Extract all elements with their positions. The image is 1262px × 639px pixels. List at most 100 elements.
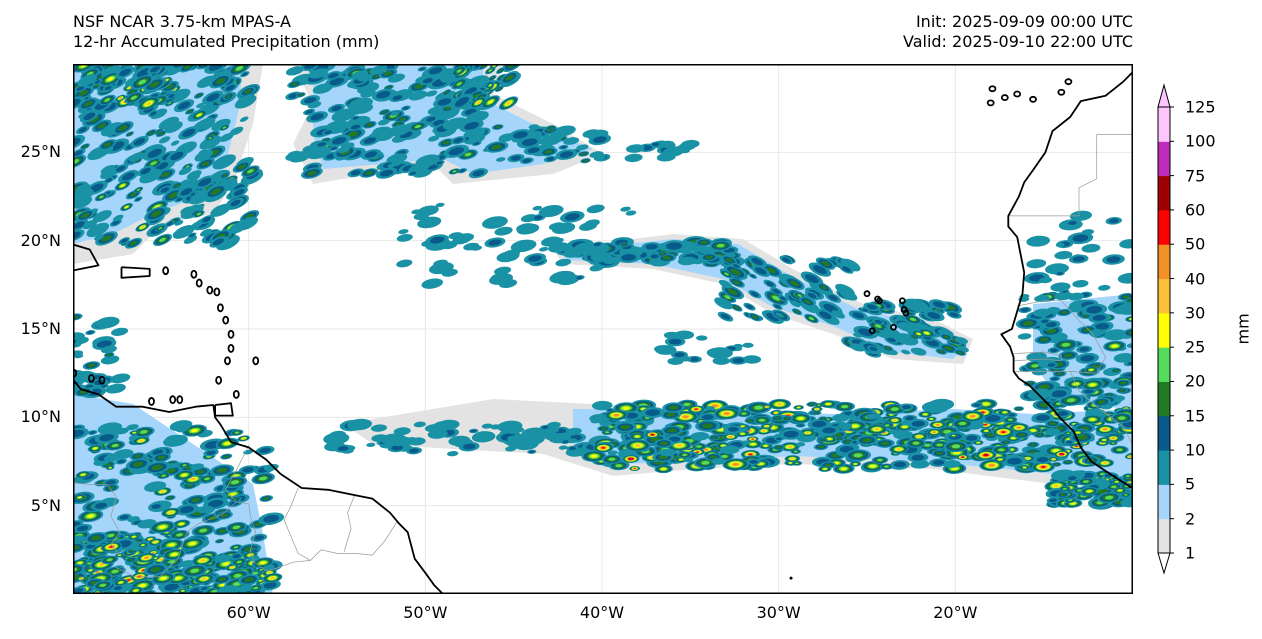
colorbar-segment-1-2 xyxy=(1158,518,1170,554)
island-coast xyxy=(195,278,203,288)
island-coast xyxy=(216,303,224,313)
island-coast xyxy=(148,397,155,406)
colorbar-tick-label: 2 xyxy=(1185,509,1196,529)
colorbar-tick-label: 20 xyxy=(1185,371,1206,391)
island-coast xyxy=(252,356,260,366)
init-time: Init: 2025-09-09 00:00 UTC xyxy=(915,12,1133,31)
lon-tick-label: 30°W xyxy=(756,603,801,622)
border-venezuela-colombia xyxy=(73,482,121,556)
colorbar-tick-label: 50 xyxy=(1185,234,1206,254)
precipitation-map xyxy=(73,64,1133,594)
map-panel xyxy=(73,64,1133,594)
colorbar-segment-100-125 xyxy=(1158,107,1170,142)
canary-islands-coast xyxy=(1000,94,1009,101)
cape-verde-coast xyxy=(890,323,897,331)
island-coast xyxy=(176,395,184,405)
canary-islands-coast xyxy=(1029,95,1037,103)
border-venezuela-brazil xyxy=(116,501,237,577)
colorbar-segment-15-20 xyxy=(1158,381,1170,417)
colorbar-segment-30-40 xyxy=(1158,278,1170,314)
cape-verde-coast xyxy=(898,297,906,305)
colorbar-tick-label: 40 xyxy=(1185,269,1206,289)
lon-tick-label: 50°W xyxy=(403,603,448,622)
colorbar-segment-50-60 xyxy=(1158,209,1170,245)
field-title: 12-hr Accumulated Precipitation (mm) xyxy=(73,32,380,51)
country-borders xyxy=(73,134,1133,577)
colorbar-segment-60-75 xyxy=(1158,175,1170,211)
island-coast xyxy=(227,329,235,339)
lat-tick-label: 10°N xyxy=(20,407,61,427)
coast-puerto-rico xyxy=(120,266,151,279)
island-coast xyxy=(88,374,95,383)
border-guinea xyxy=(1069,371,1133,444)
island-coast xyxy=(222,315,230,325)
cape-verde-coast xyxy=(902,309,910,317)
island-coast xyxy=(206,285,214,295)
canary-islands-coast xyxy=(1057,88,1066,96)
lon-tick-label: 60°W xyxy=(226,603,271,622)
border-senegal xyxy=(1013,300,1106,374)
coast-south-america xyxy=(73,378,444,594)
coast-hispaniola xyxy=(73,243,100,272)
canary-islands-coast xyxy=(1013,90,1022,98)
colorbar-tick-label: 125 xyxy=(1185,97,1216,117)
lat-tick-label: 5°N xyxy=(30,495,61,515)
island-coast xyxy=(789,576,793,580)
colorbar-segment-10-15 xyxy=(1158,415,1170,451)
colorbar-segment-75-100 xyxy=(1158,141,1170,177)
colorbar-segment-20-25 xyxy=(1158,347,1170,382)
island-coast xyxy=(227,344,235,353)
cape-verde-coast xyxy=(875,297,883,305)
precipitation-field xyxy=(73,64,1133,594)
island-coast xyxy=(232,389,240,399)
map-border xyxy=(73,64,1133,594)
lon-tick-label: 20°W xyxy=(933,603,978,622)
valid-time: Valid: 2025-09-10 22:00 UTC xyxy=(902,32,1133,51)
border-western-sahara xyxy=(1008,134,1133,217)
coastlines xyxy=(73,72,1133,594)
colorbar-segment-25-30 xyxy=(1158,312,1170,348)
plot-title-left: NSF NCAR 3.75-km MPAS-A 12-hr Accumulate… xyxy=(73,12,379,52)
plot-title-right: Init: 2025-09-09 00:00 UTC Valid: 2025-0… xyxy=(903,12,1133,52)
colorbar-tick-label: 60 xyxy=(1185,200,1206,220)
island-coast xyxy=(215,375,223,385)
cape-verde-coast xyxy=(868,327,876,335)
colorbar-segment-5-10 xyxy=(1158,450,1170,485)
island-coast xyxy=(213,287,221,297)
colorbar-tick-label: 30 xyxy=(1185,303,1206,323)
coast-trinidad xyxy=(214,402,234,417)
colorbar-tick-label: 1 xyxy=(1185,543,1196,563)
island-coast xyxy=(190,269,198,279)
island-coast xyxy=(169,395,177,405)
colorbar-extend-min xyxy=(1157,552,1171,575)
colorbar-tick-label: 10 xyxy=(1185,440,1206,460)
canary-islands-coast xyxy=(988,85,997,93)
colorbar xyxy=(1157,83,1174,575)
model-title: NSF NCAR 3.75-km MPAS-A xyxy=(73,12,291,31)
canary-islands-coast xyxy=(1064,78,1073,86)
border-guyana-suriname xyxy=(283,487,311,561)
colorbar-tick-label: 5 xyxy=(1185,474,1196,494)
colorbar-outline xyxy=(1157,106,1171,554)
lat-tick-label: 25°N xyxy=(20,142,61,162)
island-coast xyxy=(98,375,106,385)
canary-islands-coast xyxy=(986,99,995,107)
border-gambia xyxy=(1011,351,1062,362)
border-suriname-guiana xyxy=(343,494,356,552)
cape-verde-coast xyxy=(863,290,871,298)
lon-tick-label: 40°W xyxy=(579,603,625,622)
colorbar-tick-label: 25 xyxy=(1185,337,1206,357)
island-coast xyxy=(162,266,170,276)
colorbar-tick-label: 15 xyxy=(1185,406,1206,426)
lat-tick-label: 15°N xyxy=(20,319,61,338)
lat-tick-label: 20°N xyxy=(20,230,61,250)
border-guyanas-brazil xyxy=(225,445,398,572)
colorbar-tick-label: 75 xyxy=(1185,166,1206,186)
island-coast xyxy=(224,356,231,366)
colorbar-unit-label: mm xyxy=(1233,313,1253,345)
colorbar-segment-40-50 xyxy=(1158,244,1170,280)
colorbar-tick-label: 100 xyxy=(1185,131,1216,151)
colorbar-extend-max xyxy=(1157,83,1171,108)
coast-africa xyxy=(1000,72,1133,489)
colorbar-segment-2-5 xyxy=(1158,484,1170,520)
